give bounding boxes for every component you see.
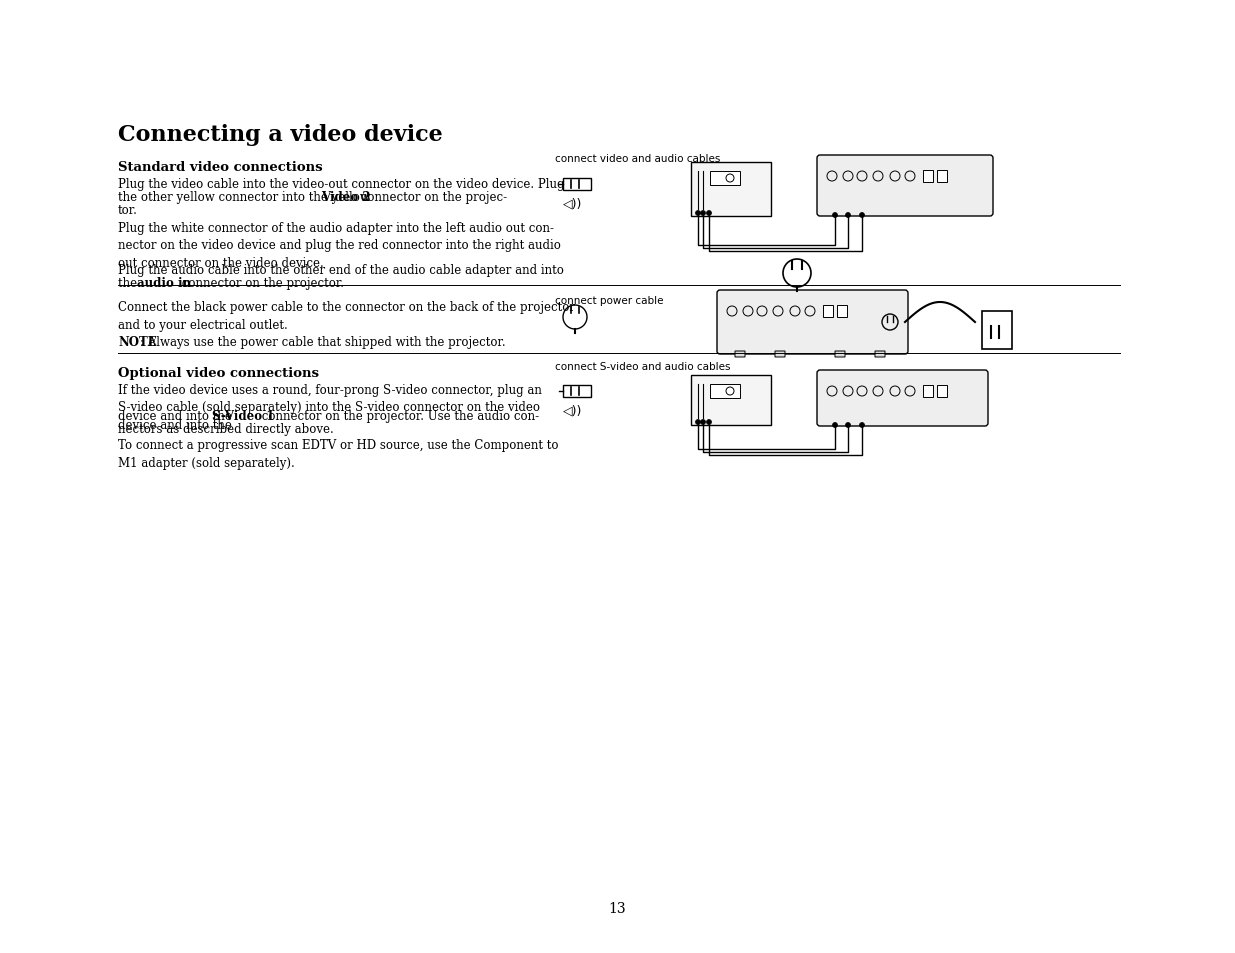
FancyBboxPatch shape <box>876 352 885 357</box>
FancyBboxPatch shape <box>818 156 993 216</box>
FancyBboxPatch shape <box>563 179 592 191</box>
Text: Optional video connections: Optional video connections <box>119 367 319 379</box>
Text: 13: 13 <box>608 901 626 915</box>
FancyBboxPatch shape <box>692 163 771 216</box>
Text: NOTE: NOTE <box>119 335 157 349</box>
Text: connector on the projector.: connector on the projector. <box>178 276 343 290</box>
Circle shape <box>700 420 705 425</box>
Circle shape <box>860 423 864 428</box>
FancyBboxPatch shape <box>937 171 947 183</box>
Text: device and into the: device and into the <box>119 410 236 422</box>
Circle shape <box>695 212 700 216</box>
FancyBboxPatch shape <box>937 386 947 397</box>
Text: nectors as described directly above.: nectors as described directly above. <box>119 422 333 436</box>
Circle shape <box>832 213 837 218</box>
Text: the: the <box>119 276 141 290</box>
FancyBboxPatch shape <box>710 385 740 398</box>
FancyBboxPatch shape <box>923 171 932 183</box>
Text: connect S-video and audio cables: connect S-video and audio cables <box>555 361 730 372</box>
Text: connector on the projector. Use the audio con-: connector on the projector. Use the audi… <box>258 410 540 422</box>
FancyBboxPatch shape <box>823 306 832 317</box>
FancyBboxPatch shape <box>692 375 771 426</box>
FancyBboxPatch shape <box>818 371 988 427</box>
Text: the other yellow connector into the yellow: the other yellow connector into the yell… <box>119 191 374 204</box>
Text: Plug the white connector of the audio adapter into the left audio out con-
necto: Plug the white connector of the audio ad… <box>119 222 561 270</box>
Text: connect power cable: connect power cable <box>555 295 663 306</box>
Text: Plug the video cable into the video-out connector on the video device. Plug: Plug the video cable into the video-out … <box>119 178 564 191</box>
Circle shape <box>706 212 711 216</box>
Circle shape <box>706 420 711 425</box>
Circle shape <box>700 212 705 216</box>
Circle shape <box>846 213 851 218</box>
FancyBboxPatch shape <box>835 352 845 357</box>
Text: Standard video connections: Standard video connections <box>119 161 322 173</box>
Text: Connect the black power cable to the connector on the back of the projector
and : Connect the black power cable to the con… <box>119 301 576 331</box>
Text: connect video and audio cables: connect video and audio cables <box>555 153 720 164</box>
Text: Plug the audio cable into the other end of the audio cable adapter and into: Plug the audio cable into the other end … <box>119 264 564 276</box>
FancyBboxPatch shape <box>982 312 1011 350</box>
Text: connector on the projec-: connector on the projec- <box>357 191 506 204</box>
FancyBboxPatch shape <box>563 386 592 397</box>
Text: S-Video 1: S-Video 1 <box>212 410 274 422</box>
Text: : Always use the power cable that shipped with the projector.: : Always use the power cable that shippe… <box>141 335 506 349</box>
Text: Connecting a video device: Connecting a video device <box>119 124 443 146</box>
FancyBboxPatch shape <box>735 352 745 357</box>
Text: If the video device uses a round, four-prong S-video connector, plug an
S-video : If the video device uses a round, four-p… <box>119 384 542 432</box>
FancyBboxPatch shape <box>710 172 740 186</box>
Text: tor.: tor. <box>119 204 138 216</box>
FancyBboxPatch shape <box>718 291 908 355</box>
Circle shape <box>860 213 864 218</box>
FancyBboxPatch shape <box>837 306 847 317</box>
FancyBboxPatch shape <box>923 386 932 397</box>
Text: ◁)): ◁)) <box>563 404 583 417</box>
Text: Video 2: Video 2 <box>321 191 370 204</box>
Circle shape <box>695 420 700 425</box>
Text: ◁)): ◁)) <box>563 197 583 211</box>
Text: audio in: audio in <box>137 276 191 290</box>
Text: To connect a progressive scan EDTV or HD source, use the Component to
M1 adapter: To connect a progressive scan EDTV or HD… <box>119 438 558 469</box>
FancyBboxPatch shape <box>776 352 785 357</box>
Circle shape <box>846 423 851 428</box>
Circle shape <box>832 423 837 428</box>
